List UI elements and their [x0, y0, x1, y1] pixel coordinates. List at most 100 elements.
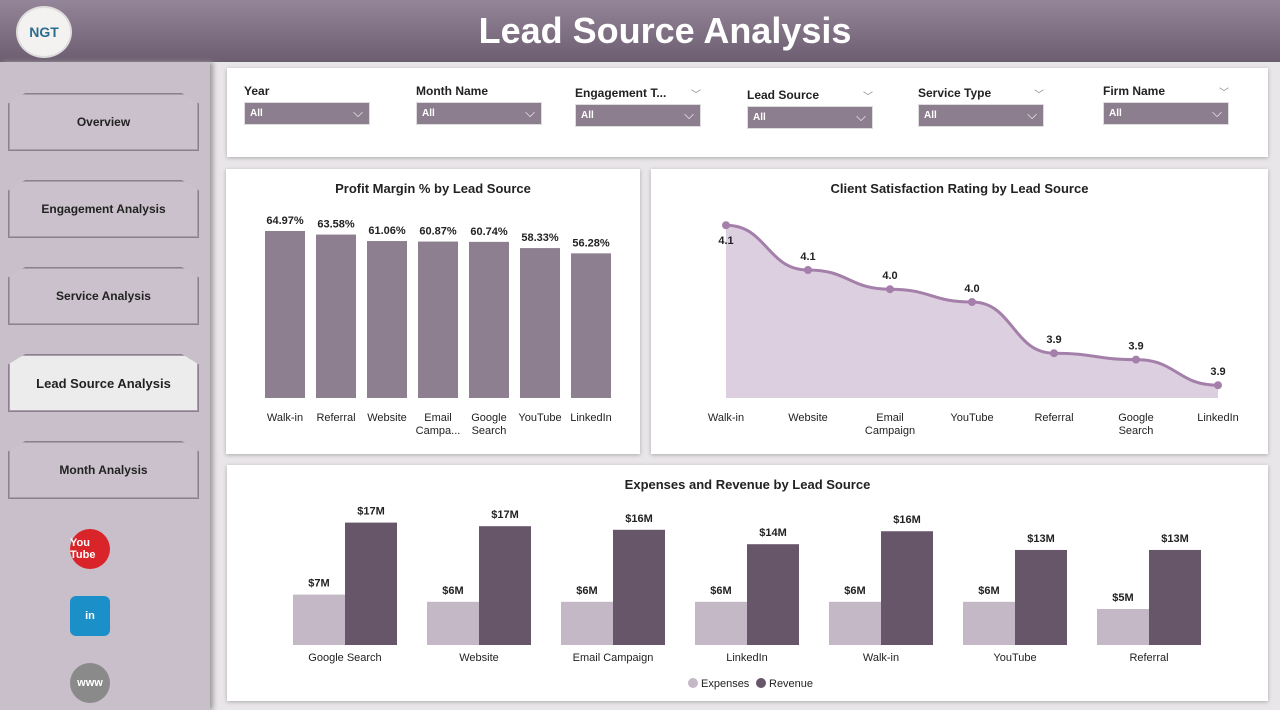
revenue-bar[interactable] [345, 522, 397, 645]
filter-firm-name: Firm Name ﹀ All ⌵ [1103, 84, 1229, 125]
expenses-bar[interactable] [427, 601, 479, 645]
data-point[interactable] [1132, 355, 1140, 364]
nav-engagement-analysis[interactable]: Engagement Analysis [8, 180, 199, 238]
data-label: 61.06% [368, 225, 406, 237]
expenses-bar[interactable] [561, 601, 613, 645]
bar[interactable] [418, 241, 458, 398]
x-tick-label: Email Campaign [573, 652, 654, 664]
legend-label[interactable]: Revenue [769, 678, 813, 690]
expenses-bar[interactable] [963, 601, 1015, 645]
filter-dropdown[interactable]: All ⌵ [1103, 102, 1229, 125]
nav-lead-source-analysis[interactable]: Lead Source Analysis [8, 354, 199, 412]
legend-swatch [756, 678, 766, 688]
x-tick-label: Website [459, 652, 499, 664]
chevron-down-icon[interactable]: ﹀ [1219, 88, 1229, 99]
x-tick-label: YouTube [950, 412, 993, 424]
data-label: $6M [844, 585, 865, 597]
data-label: 3.9 [1128, 341, 1143, 353]
dropdown-value: All [1109, 108, 1122, 119]
x-tick-label: Referral [316, 412, 355, 424]
revenue-bar[interactable] [881, 531, 933, 645]
x-tick-label: LinkedIn [726, 652, 768, 664]
nav-month-analysis[interactable]: Month Analysis [8, 441, 199, 499]
chart-title: Client Satisfaction Rating by Lead Sourc… [830, 181, 1089, 196]
chevron-down-icon: ⌵ [684, 107, 694, 122]
bar[interactable] [265, 231, 305, 398]
dropdown-value: All [581, 110, 594, 121]
chart-title: Expenses and Revenue by Lead Source [624, 477, 871, 492]
x-tick-label: LinkedIn [570, 412, 612, 424]
chevron-down-icon[interactable]: ﹀ [863, 92, 873, 103]
bar[interactable] [571, 253, 611, 398]
filter-dropdown[interactable]: All ⌵ [918, 104, 1044, 127]
revenue-bar[interactable] [479, 526, 531, 645]
data-label: 60.74% [470, 226, 508, 238]
expenses-bar[interactable] [829, 601, 881, 645]
data-label: 58.33% [521, 232, 559, 244]
dropdown-value: All [422, 108, 435, 119]
revenue-bar[interactable] [1015, 549, 1067, 645]
legend-swatch [688, 678, 698, 688]
filter-label: Year [244, 84, 270, 98]
x-tick-label: Website [367, 412, 407, 424]
sidebar: Overview Engagement Analysis Service Analy… [0, 62, 210, 710]
legend-label[interactable]: Expenses [701, 678, 750, 690]
filter-dropdown[interactable]: All ⌵ [747, 106, 873, 129]
x-tick-label: Google Search [308, 652, 381, 664]
chevron-down-icon[interactable]: ﹀ [1034, 90, 1044, 101]
x-tick-label: Walk-in [708, 412, 744, 424]
area-fill [726, 225, 1218, 398]
filter-service-type: Service Type ﹀ All ⌵ [918, 86, 1044, 127]
filter-dropdown[interactable]: All ⌵ [244, 102, 370, 125]
x-tick-label: Referral [1129, 652, 1168, 664]
revenue-bar[interactable] [747, 544, 799, 645]
nav-service-analysis[interactable]: Service Analysis [8, 267, 199, 325]
youtube-icon[interactable]: You Tube [70, 529, 110, 569]
revenue-bar[interactable] [613, 529, 665, 645]
data-label: $14M [759, 527, 787, 539]
data-point[interactable] [886, 285, 894, 294]
data-point[interactable] [1214, 381, 1222, 390]
logo: NGT [16, 6, 72, 58]
dropdown-value: All [924, 110, 937, 121]
x-tick-label: Referral [1034, 412, 1073, 424]
chevron-down-icon: ⌵ [1212, 105, 1222, 120]
revenue-bar[interactable] [1149, 549, 1201, 645]
data-point[interactable] [804, 266, 812, 274]
dropdown-value: All [753, 112, 766, 123]
filter-label: Engagement T... [575, 86, 667, 100]
expenses-bar[interactable] [1097, 609, 1149, 645]
filter-label: Month Name [416, 84, 488, 98]
expenses-bar[interactable] [293, 594, 345, 645]
data-label: $16M [893, 514, 921, 526]
data-point[interactable] [722, 221, 730, 230]
data-label: 4.1 [718, 235, 733, 247]
chevron-down-icon: ⌵ [353, 105, 363, 120]
filter-dropdown[interactable]: All ⌵ [416, 102, 542, 125]
satisfaction-chart: Client Satisfaction Rating by Lead Sourc… [651, 169, 1268, 454]
data-point[interactable] [1050, 349, 1058, 358]
dropdown-value: All [250, 108, 263, 119]
data-label: 3.9 [1210, 366, 1225, 378]
filter-dropdown[interactable]: All ⌵ [575, 104, 701, 127]
bar[interactable] [469, 241, 509, 398]
data-label: $13M [1027, 533, 1055, 545]
nav-overview[interactable]: Overview [8, 93, 199, 151]
filter-month-name: Month Name All ⌵ [416, 84, 542, 125]
filter-label: Lead Source [747, 88, 820, 102]
data-point[interactable] [968, 298, 976, 306]
chevron-down-icon[interactable]: ﹀ [691, 90, 701, 101]
linkedin-icon[interactable]: in [70, 596, 110, 636]
expenses-bar[interactable] [695, 601, 747, 645]
chevron-down-icon: ⌵ [1027, 107, 1037, 122]
data-label: $6M [576, 585, 597, 597]
data-label: 63.58% [317, 219, 355, 231]
website-icon[interactable]: www [70, 663, 110, 703]
x-tick-label: Walk-in [267, 412, 303, 424]
bar[interactable] [367, 241, 407, 398]
chevron-down-icon: ⌵ [856, 109, 866, 124]
data-label: $16M [625, 513, 653, 525]
bar[interactable] [520, 248, 560, 398]
bar[interactable] [316, 234, 356, 398]
chart-title: Profit Margin % by Lead Source [335, 181, 531, 196]
